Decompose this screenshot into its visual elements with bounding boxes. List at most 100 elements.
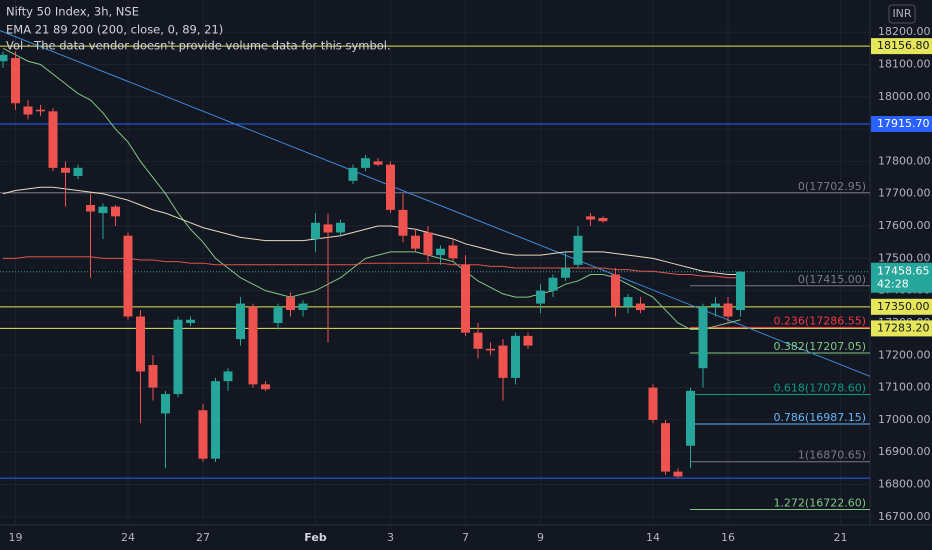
- candle-body: [411, 235, 420, 249]
- fib-label: 0.236(17286.55): [773, 314, 866, 327]
- countdown: 42:28: [877, 278, 909, 291]
- candle-body: [0, 54, 8, 62]
- currency-box[interactable]: [888, 4, 916, 24]
- y-tick-label: 17600.00: [878, 219, 931, 232]
- x-tick-label: 16: [721, 531, 735, 544]
- x-tick-label: 3: [387, 531, 394, 544]
- candle-body: [673, 471, 683, 477]
- candle-body: [536, 290, 545, 304]
- y-tick-label: 18200.00: [878, 25, 931, 38]
- candle-body: [148, 364, 158, 388]
- price-tag: [871, 38, 932, 55]
- candle-body: [398, 209, 408, 236]
- y-tick-label: 16800.00: [878, 478, 931, 491]
- fib-label: 0.618(17078.60): [773, 382, 866, 395]
- y-tick-label: 17200.00: [878, 348, 931, 361]
- last-price-tag: [871, 262, 932, 293]
- fib-label: 1.272(16722.60): [773, 497, 866, 510]
- x-tick-label: 19: [9, 531, 23, 544]
- y-tick-label: 17100.00: [878, 381, 931, 394]
- candle-body: [261, 384, 270, 390]
- candle-body: [598, 217, 608, 222]
- candle-body: [386, 164, 395, 210]
- fib-label: 0.786(16987.15): [773, 411, 866, 424]
- volume-note: Vol · The data vendor doesn't provide vo…: [6, 39, 391, 53]
- indicator-legend: EMA 21 89 200 (200, close, 0, 89, 21): [6, 23, 223, 37]
- price-tag-label: 17915.70: [877, 117, 930, 130]
- fib-label: 0(17702.95): [798, 180, 866, 193]
- y-tick-label: 18100.00: [878, 57, 931, 70]
- x-tick-label: 14: [646, 531, 660, 544]
- candle-body: [648, 387, 658, 420]
- candle-body: [86, 205, 95, 212]
- candle-body: [698, 306, 708, 369]
- candle-body: [348, 167, 358, 181]
- y-tick-label: 17500.00: [878, 251, 931, 264]
- candle-body: [711, 303, 720, 307]
- y-tick-label: 16700.00: [878, 510, 931, 523]
- candle-body: [498, 345, 508, 378]
- price-tag: [871, 116, 932, 133]
- x-tick-label: 9: [537, 531, 544, 544]
- candle-body: [298, 303, 308, 311]
- candle-body: [423, 232, 433, 256]
- candle-body: [198, 410, 208, 459]
- x-tick-label: 24: [121, 531, 135, 544]
- candle-body: [61, 167, 70, 173]
- last-price-label: 17458.65: [877, 265, 930, 278]
- candle-body: [436, 248, 445, 256]
- price-tag: [871, 298, 932, 315]
- candle-body: [736, 271, 745, 311]
- y-tick-label: 18000.00: [878, 90, 931, 103]
- candle-body: [186, 319, 195, 323]
- candle-body: [161, 394, 170, 414]
- candle-body: [211, 381, 220, 459]
- candle-body: [223, 371, 233, 382]
- candle-body: [311, 222, 320, 239]
- x-tick-label: 27: [196, 531, 210, 544]
- price-tag-label: 17283.20: [877, 321, 930, 334]
- candle-body: [273, 306, 283, 323]
- currency[interactable]: INR: [892, 7, 911, 20]
- candle-body: [323, 224, 333, 233]
- y-tick-label: 16900.00: [878, 445, 931, 458]
- y-tick-label: 17700.00: [878, 187, 931, 200]
- candle-body: [11, 58, 20, 104]
- ema-line: [2, 186, 741, 275]
- price-tag: [871, 320, 932, 337]
- candle-body: [111, 206, 120, 217]
- candle-body: [248, 306, 258, 385]
- candle-body: [623, 297, 633, 307]
- candle-body: [486, 348, 495, 351]
- price-tag-label: 17350.00: [877, 300, 930, 313]
- candle-body: [573, 235, 583, 265]
- candle-body: [361, 158, 370, 168]
- candle-body: [661, 423, 670, 472]
- x-tick-label: 7: [462, 531, 469, 544]
- trendline: [0, 30, 871, 377]
- candle-body: [473, 332, 483, 349]
- candle-body: [686, 390, 695, 446]
- price-tag-label: 18156.80: [877, 39, 930, 52]
- chart-title: Nifty 50 Index, 3h, NSE: [6, 5, 139, 19]
- candle-body: [98, 206, 108, 214]
- candle-body: [461, 264, 470, 333]
- candle-body: [373, 161, 383, 165]
- candle-body: [723, 303, 733, 317]
- candle-body: [36, 109, 45, 112]
- y-tick-label: 17800.00: [878, 154, 931, 167]
- candle-body: [611, 274, 620, 307]
- y-tick-label: 17000.00: [878, 413, 931, 426]
- candle-body: [136, 316, 145, 372]
- x-tick-label: 21: [834, 531, 848, 544]
- x-tick-label: Feb: [304, 531, 327, 544]
- candle-body: [336, 222, 345, 233]
- candle-body: [236, 303, 245, 340]
- candle-body: [173, 319, 183, 395]
- candle-body: [123, 235, 133, 317]
- candle-body: [586, 216, 595, 220]
- fib-label: 0(17415.00): [798, 273, 866, 286]
- candle-body: [286, 297, 295, 311]
- candle-body: [448, 245, 458, 259]
